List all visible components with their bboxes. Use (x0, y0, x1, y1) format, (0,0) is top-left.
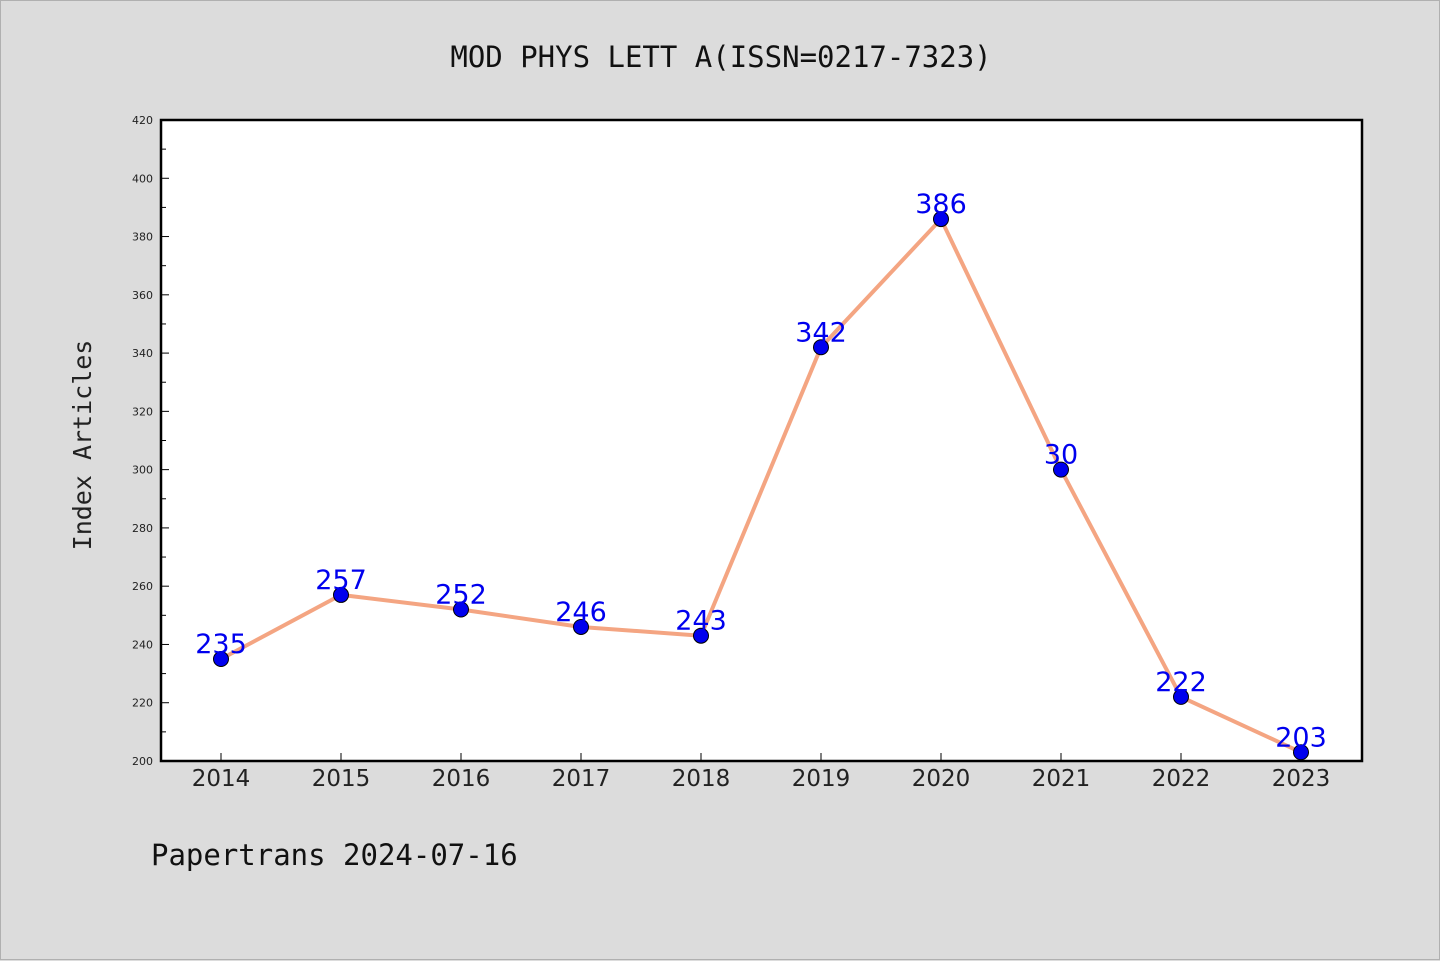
data-point (213, 651, 229, 668)
chart-title: MOD PHYS LETT A(ISSN=0217-7323) (450, 40, 991, 74)
data-label: 222 (1155, 667, 1207, 698)
data-point (813, 339, 829, 356)
data-point (933, 211, 949, 228)
x-tick-label: 2016 (432, 766, 491, 792)
y-tick-label: 320 (132, 405, 153, 418)
data-label: 386 (915, 189, 967, 220)
data-point (453, 601, 469, 618)
series-line (220, 217, 1302, 755)
y-tick-label: 240 (132, 638, 153, 651)
x-tick-label: 2022 (1152, 766, 1211, 792)
x-tick-label: 2018 (672, 766, 731, 792)
data-label: 235 (195, 629, 247, 660)
x-axis: 2014 2015 2016 2017 2018 2019 2020 2021 2022 2023 (192, 753, 1331, 792)
y-tick-label: 220 (132, 697, 153, 710)
data-point (1293, 744, 1309, 761)
data-point (693, 627, 709, 644)
x-tick-label: 2015 (312, 766, 371, 792)
data-labels: 235 257 252 246 243 342 386 30 222 203 (195, 189, 1327, 753)
data-label: 342 (795, 317, 847, 348)
data-markers (213, 211, 1309, 761)
y-tick-label: 300 (132, 464, 153, 477)
data-point (573, 618, 589, 635)
x-tick-label: 2021 (1032, 766, 1091, 792)
data-point (1053, 461, 1069, 478)
y-tick-label: 200 (132, 755, 153, 768)
y-tick-label: 360 (132, 289, 153, 302)
x-tick-label: 2020 (912, 766, 971, 792)
y-tick-label: 260 (132, 580, 153, 593)
data-point (333, 586, 349, 603)
data-label: 243 (675, 606, 727, 637)
y-tick-label: 400 (132, 172, 153, 185)
data-label: 257 (315, 565, 367, 596)
y-tick-label: 280 (132, 522, 153, 535)
data-label: 203 (1275, 722, 1327, 753)
x-tick-label: 2014 (192, 766, 251, 792)
x-tick-label: 2019 (792, 766, 851, 792)
y-tick-label: 340 (132, 347, 153, 360)
y-axis: 200 220 240 260 280 300 320 340 360 380 400 420 (132, 114, 169, 768)
data-label: 246 (555, 597, 607, 628)
data-point (1173, 688, 1189, 705)
plot-area (159, 118, 1364, 763)
x-tick-label: 2017 (552, 766, 611, 792)
y-tick-label: 380 (132, 231, 153, 244)
data-label: 30 (1044, 440, 1078, 471)
y-tick-label: 420 (132, 114, 153, 127)
y-axis-label: Index Articles (68, 340, 97, 551)
x-tick-label: 2023 (1272, 766, 1331, 792)
footer-text: Papertrans 2024-07-16 (151, 838, 518, 872)
data-label: 252 (435, 579, 487, 610)
